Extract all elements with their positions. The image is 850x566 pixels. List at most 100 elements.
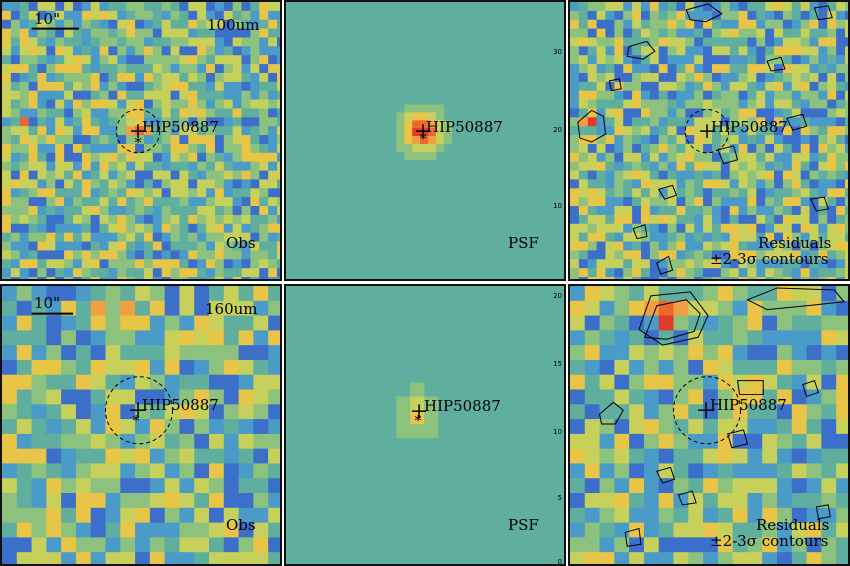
pixel-cell [214, 277, 225, 279]
pixel-cell [809, 126, 819, 136]
pixel-cell [782, 2, 793, 12]
pixel-cell [61, 507, 77, 524]
pixel-cell [232, 126, 243, 136]
pixel-cell [782, 90, 793, 101]
pixel-cell [164, 448, 180, 464]
pixel-cell [108, 108, 118, 118]
pixel-cell [658, 2, 669, 12]
pixel-cell [46, 179, 56, 189]
pixel-cell [19, 197, 30, 207]
pixel-cell [570, 507, 586, 524]
pixel-cell [791, 448, 808, 464]
pixel-cell [179, 37, 189, 47]
pixel-cell [694, 223, 704, 234]
pixel-cell [31, 478, 47, 494]
pixel-cell [694, 99, 704, 109]
pixel-cell [800, 72, 811, 83]
pixel-cell [676, 223, 686, 234]
pixel-cell [836, 419, 848, 435]
pixel-cell [599, 300, 615, 317]
pixel-cell [61, 493, 77, 509]
pixel-cell [268, 268, 278, 278]
pixel-cell [232, 10, 243, 21]
pixel-cell [578, 46, 589, 56]
pixel-cell [81, 108, 92, 118]
pixel-cell [37, 135, 47, 145]
pixel-cell [90, 463, 107, 479]
pixel-cell [570, 241, 580, 251]
pixel-cell [206, 90, 216, 101]
pixel-cell [170, 223, 180, 234]
pixel-cell [188, 259, 198, 269]
pixel-cell [143, 241, 154, 251]
pixel-cell [791, 28, 802, 38]
pixel-cell [194, 448, 210, 464]
pixel-cell [232, 259, 243, 269]
pixel-cell [105, 493, 121, 509]
pixel-cell [90, 277, 101, 279]
pixel-cell [806, 507, 822, 524]
pixel-cell [762, 463, 778, 479]
pixel-cell [667, 2, 677, 12]
pixel-cell [170, 214, 180, 225]
pixel-cell [605, 188, 615, 198]
pixel-cell [711, 241, 722, 251]
pixel-cell [135, 117, 145, 127]
pixel-cell [126, 277, 136, 279]
pixel-cell [250, 143, 260, 154]
pixel-cell [188, 179, 198, 189]
pixel-cell [135, 81, 145, 92]
pixel-cell [28, 259, 38, 269]
pixel-cell [135, 315, 151, 331]
pixel-cell [800, 161, 811, 172]
pixel-cell [587, 214, 598, 225]
pixel-cell [599, 404, 615, 420]
panel-sub-label: ±2-3σ contours [710, 532, 829, 550]
pixel-cell [268, 463, 280, 479]
pixel-cell [667, 170, 677, 180]
pixel-cell [206, 206, 216, 216]
pixel-cell [614, 90, 624, 101]
pixel-cell [19, 170, 30, 180]
pixel-cell [126, 161, 136, 172]
pixel-cell [688, 478, 704, 494]
pixel-cell [673, 552, 689, 564]
pixel-cell [268, 359, 280, 376]
pixel-cell [197, 2, 207, 12]
pixel-cell [685, 259, 695, 269]
pixel-cell [19, 108, 30, 118]
pixel-cell [120, 286, 136, 302]
pixel-cell [135, 28, 145, 38]
pixel-cell [836, 72, 846, 83]
pixel-cell [640, 2, 651, 12]
pixel-cell [179, 135, 189, 145]
pixel-cell [845, 64, 848, 74]
pixel-cell [570, 206, 580, 216]
pixel-cell [194, 478, 210, 494]
pixel-cell [90, 214, 101, 225]
pixel-cell [640, 108, 651, 118]
pixel-cell [711, 99, 722, 109]
pixel-cell [667, 197, 677, 207]
pixel-cell [711, 117, 722, 127]
pixel-cell [46, 206, 56, 216]
pixel-cell [46, 214, 56, 225]
pixel-cell [658, 433, 675, 450]
pixel-cell [179, 433, 195, 450]
pixel-cell [685, 170, 695, 180]
pixel-cell [99, 161, 109, 172]
pixel-cell [143, 90, 154, 101]
pixel-cell [738, 37, 748, 47]
pixel-cell [765, 161, 775, 172]
pixel-cell [587, 108, 598, 118]
pixel-cell [259, 161, 269, 172]
pixel-cell [179, 46, 189, 56]
pixel-cell [694, 268, 704, 278]
pixel-cell [800, 99, 811, 109]
pixel-cell [149, 359, 166, 376]
pixel-cell [782, 250, 793, 260]
pixel-cell [732, 330, 748, 346]
pixel-cell [747, 72, 757, 83]
pixel-cell [599, 315, 615, 331]
pixel-cell [179, 197, 189, 207]
